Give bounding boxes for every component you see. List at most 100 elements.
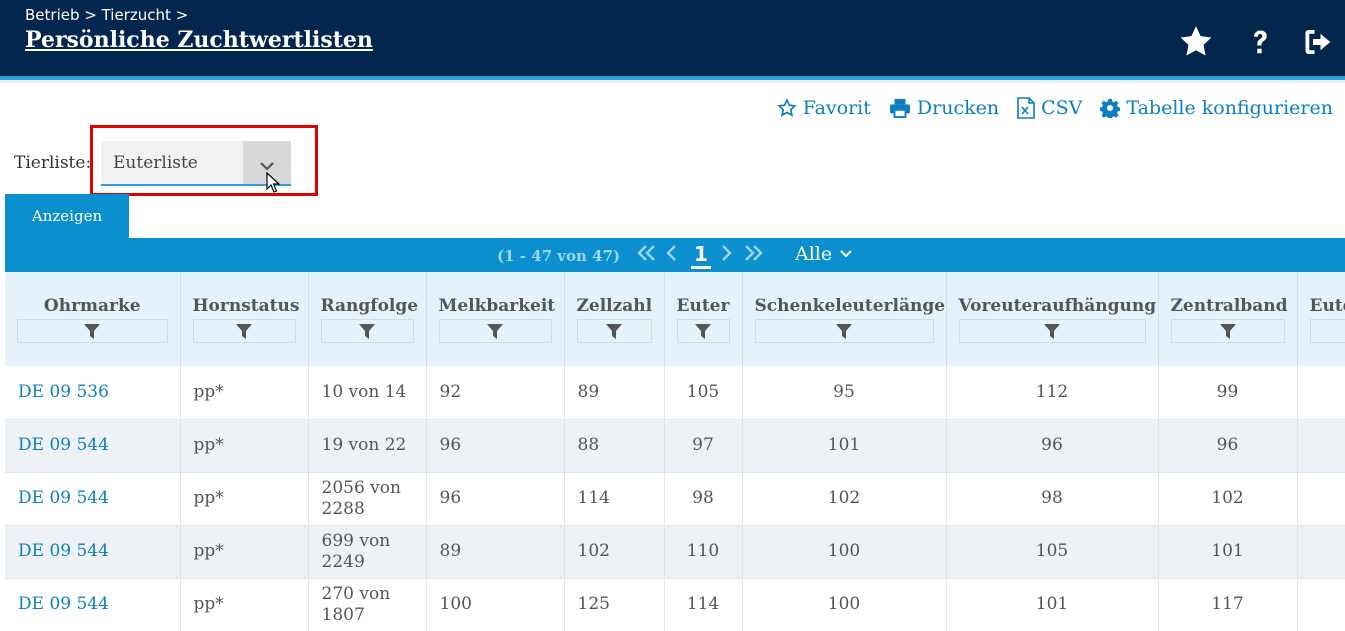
column-header[interactable]: Melkbarkeit [426, 272, 565, 366]
filter-icon[interactable] [576, 319, 652, 343]
table-cell: 10 von 14 [308, 366, 427, 420]
table-cell: 89 [564, 366, 665, 420]
mouse-cursor-icon [266, 171, 281, 197]
table-cell: 101 [946, 578, 1159, 631]
table-cell: 92 [426, 366, 565, 420]
chevron-down-icon [840, 250, 852, 258]
table-cell: 2056 von 2288 [308, 472, 427, 526]
table-cell: 125 [564, 578, 665, 631]
table-cell: pp* [180, 419, 309, 473]
favorit-button[interactable]: Favorit [776, 97, 871, 119]
page-size-select[interactable]: Alle [795, 243, 852, 265]
column-header[interactable]: Eute [1297, 272, 1345, 366]
logout-icon[interactable] [1301, 24, 1337, 60]
table-cell: 112 [946, 366, 1159, 420]
table-cell: 96 [946, 419, 1159, 473]
table-cell: 105 [664, 366, 743, 420]
tierliste-label: Tierliste: [14, 153, 92, 173]
table-toolbar: Favorit Drucken CSV Tabelle konfiguriere… [776, 97, 1333, 119]
table-cell: 99 [1158, 366, 1298, 420]
table-cell: 96 [426, 419, 565, 473]
ohrmarke-link[interactable]: DE 09 544 [5, 578, 181, 631]
table-row[interactable]: DE 09 544 pp* 19 von 22 96 88 97 101 96 96 [5, 419, 1345, 473]
csv-label: CSV [1041, 97, 1083, 119]
table-cell: pp* [180, 525, 309, 579]
ohrmarke-link[interactable]: DE 09 536 [5, 366, 181, 420]
help-icon[interactable] [1242, 24, 1278, 60]
filter-icon[interactable] [17, 319, 168, 343]
app-header: Betrieb > Tierzucht > Persönliche Zuchtw… [0, 0, 1345, 76]
header-accent-line [0, 76, 1345, 80]
page-title[interactable]: Persönliche Zuchtwertlisten [25, 27, 373, 53]
tab-anzeigen[interactable]: Anzeigen [5, 194, 129, 238]
table-cell: 98 [664, 472, 743, 526]
column-header[interactable]: Schenkeleuterlänge [742, 272, 947, 366]
filter-icon[interactable] [754, 319, 934, 343]
record-count: (1 - 47 von 47) [497, 247, 621, 265]
table-cell: 102 [564, 525, 665, 579]
table-cell: 100 [742, 578, 947, 631]
table-row[interactable]: DE 09 544 pp* 699 von 2249 89 102 110 100 105 10… [5, 525, 1345, 579]
table-row[interactable]: DE 09 536 pp* 10 von 14 92 89 105 95 112 99 [5, 366, 1345, 420]
table-header-row: Ohrmarke Hornstatus Rangfolge Melkbarkei… [5, 272, 1345, 366]
csv-button[interactable]: CSV [1017, 97, 1082, 119]
column-header[interactable]: Zellzahl [564, 272, 665, 366]
table-cell: 699 von 2249 [308, 525, 427, 579]
table-cell [1297, 366, 1345, 420]
excel-file-icon [1017, 97, 1035, 119]
star-icon[interactable] [1178, 24, 1214, 60]
tabelle-konfigurieren-label: Tabelle konfigurieren [1126, 97, 1333, 119]
star-outline-icon [776, 98, 797, 117]
table-cell: 97 [664, 419, 743, 473]
table-cell [1297, 419, 1345, 473]
table-cell: pp* [180, 472, 309, 526]
ohrmarke-link[interactable]: DE 09 544 [5, 419, 181, 473]
current-page[interactable]: 1 [691, 242, 711, 269]
zuchtwert-table: Ohrmarke Hornstatus Rangfolge Melkbarkei… [5, 272, 1345, 631]
ohrmarke-link[interactable]: DE 09 544 [5, 472, 181, 526]
next-page-icon[interactable] [719, 242, 733, 268]
table-row[interactable]: DE 09 544 pp* 270 von 1807 100 125 114 100 101 1… [5, 578, 1345, 631]
tabelle-konfigurieren-button[interactable]: Tabelle konfigurieren [1100, 97, 1333, 119]
table-row[interactable]: DE 09 544 pp* 2056 von 2288 96 114 98 102 98 102 [5, 472, 1345, 526]
filter-icon[interactable] [958, 319, 1146, 343]
table-cell: 88 [564, 419, 665, 473]
page-size-value: Alle [795, 243, 833, 265]
favorit-label: Favorit [802, 97, 871, 119]
filter-icon[interactable] [1170, 319, 1285, 343]
tierliste-select[interactable]: Euterliste [101, 141, 291, 186]
ohrmarke-link[interactable]: DE 09 544 [5, 525, 181, 579]
column-header[interactable]: Rangfolge [308, 272, 427, 366]
table-cell: 102 [742, 472, 947, 526]
table-cell [1297, 472, 1345, 526]
column-header[interactable]: Voreuteraufhängung [946, 272, 1159, 366]
table-cell: 89 [426, 525, 565, 579]
table-cell: 117 [1158, 578, 1298, 631]
table-cell: 96 [1158, 419, 1298, 473]
gear-icon [1100, 98, 1121, 118]
filter-icon[interactable] [676, 319, 730, 343]
column-header[interactable]: Euter [664, 272, 743, 366]
chevron-down-icon [260, 162, 274, 171]
table-cell: 102 [1158, 472, 1298, 526]
first-page-icon[interactable] [637, 242, 657, 268]
last-page-icon[interactable] [743, 242, 763, 268]
filter-icon[interactable] [192, 319, 296, 343]
column-header[interactable]: Hornstatus [180, 272, 309, 366]
tierliste-selected-value: Euterliste [113, 153, 198, 173]
filter-icon[interactable] [320, 319, 414, 343]
table-cell: 96 [426, 472, 565, 526]
drucken-button[interactable]: Drucken [889, 97, 999, 119]
breadcrumb[interactable]: Betrieb > Tierzucht > [25, 6, 189, 24]
table-cell: pp* [180, 366, 309, 420]
column-header[interactable]: Zentralband [1158, 272, 1298, 366]
header-divider [0, 80, 1345, 83]
column-header[interactable]: Ohrmarke [5, 272, 181, 366]
previous-page-icon[interactable] [665, 242, 679, 268]
table-cell: 105 [946, 525, 1159, 579]
filter-icon[interactable] [438, 319, 552, 343]
table-cell: 114 [664, 578, 743, 631]
table-cell: 114 [564, 472, 665, 526]
filter-icon[interactable] [1309, 319, 1345, 343]
table-cell: pp* [180, 578, 309, 631]
